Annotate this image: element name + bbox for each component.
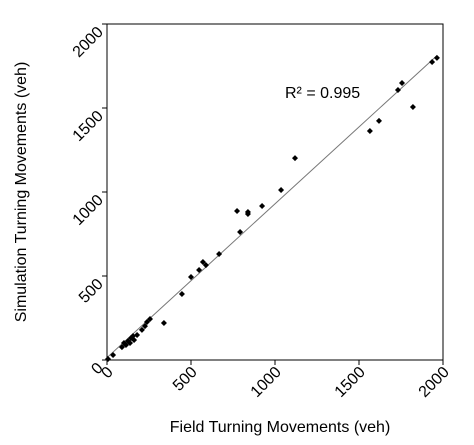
point bbox=[196, 266, 203, 273]
point bbox=[110, 351, 117, 358]
point bbox=[433, 54, 440, 61]
point bbox=[202, 262, 209, 269]
point bbox=[278, 186, 285, 193]
point bbox=[105, 355, 112, 362]
x-axis-title: Field Turning Movements (veh) bbox=[170, 419, 391, 436]
point bbox=[122, 342, 129, 349]
y-tick-label: 500 bbox=[76, 276, 107, 307]
point bbox=[130, 332, 137, 339]
point bbox=[147, 316, 154, 323]
point bbox=[118, 344, 125, 351]
y-tick-label: 1500 bbox=[70, 108, 107, 145]
y-axis-title: Simulation Turning Movements (veh) bbox=[13, 62, 30, 323]
point bbox=[160, 320, 167, 327]
point bbox=[199, 259, 206, 266]
x-tick-label: 2000 bbox=[416, 364, 453, 401]
point bbox=[237, 228, 244, 235]
point bbox=[291, 155, 298, 162]
point bbox=[409, 103, 416, 110]
point bbox=[429, 58, 436, 65]
point bbox=[244, 211, 251, 218]
point bbox=[138, 326, 145, 333]
y-tick-label: 2000 bbox=[70, 24, 107, 61]
point bbox=[143, 319, 150, 326]
point bbox=[394, 87, 401, 94]
annotation: R² = 0.995 bbox=[285, 85, 360, 102]
plot-frame bbox=[106, 23, 444, 361]
y-tick-label: 1000 bbox=[70, 192, 107, 229]
point bbox=[127, 340, 134, 347]
point bbox=[141, 323, 148, 330]
point bbox=[188, 274, 194, 281]
point bbox=[216, 250, 223, 257]
x-tick-label: 1000 bbox=[248, 364, 285, 401]
point bbox=[134, 331, 141, 338]
point bbox=[366, 128, 373, 135]
point bbox=[399, 79, 406, 86]
point bbox=[375, 117, 382, 124]
point bbox=[234, 207, 241, 214]
point bbox=[259, 202, 266, 209]
point bbox=[178, 290, 185, 297]
x-tick-label: 1500 bbox=[332, 364, 369, 401]
trend-line bbox=[107, 55, 438, 358]
x-tick-label: 500 bbox=[170, 364, 201, 395]
point bbox=[131, 337, 138, 344]
